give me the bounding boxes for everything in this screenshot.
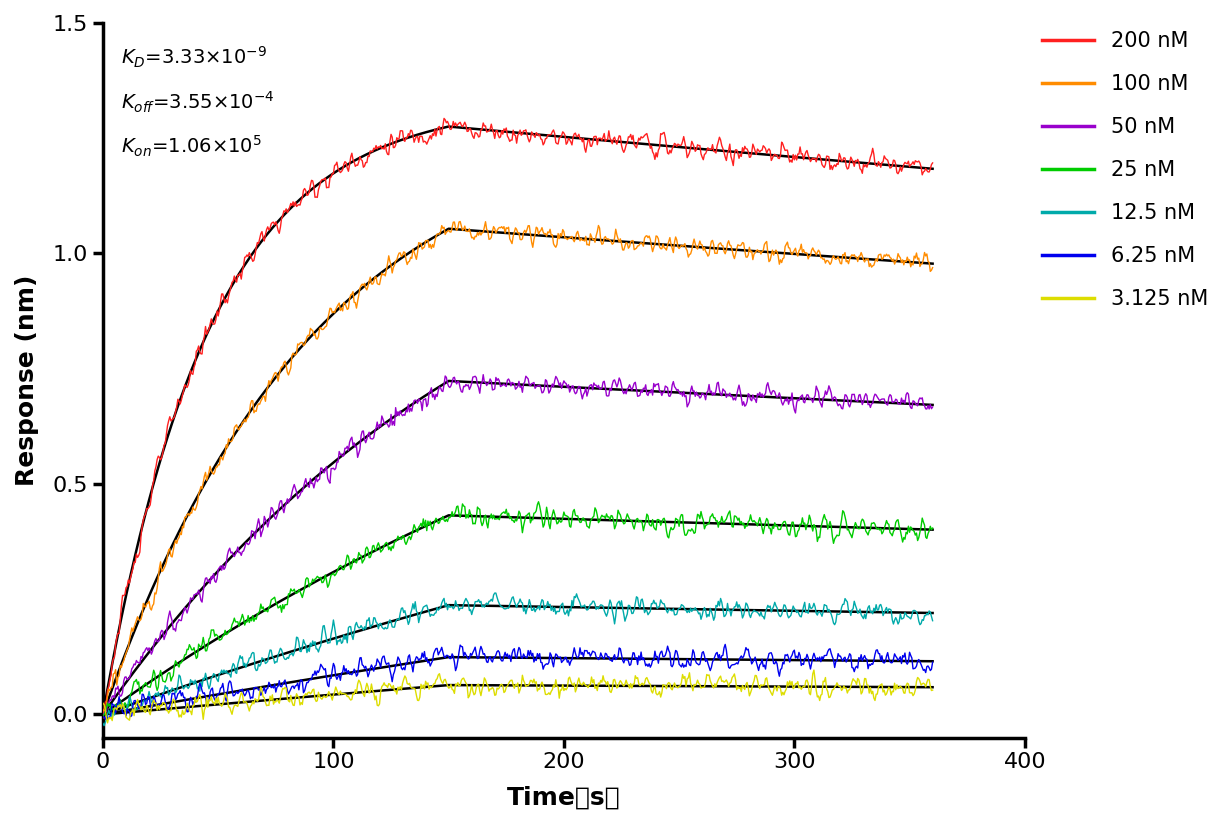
Y-axis label: Response (nm): Response (nm) — [15, 275, 39, 486]
Text: $K_D$=3.33×10$^{-9}$
$K_{off}$=3.55×10$^{-4}$
$K_{on}$=1.06×10$^5$: $K_D$=3.33×10$^{-9}$ $K_{off}$=3.55×10$^… — [122, 45, 275, 159]
Legend: 200 nM, 100 nM, 50 nM, 25 nM, 12.5 nM, 6.25 nM, 3.125 nM: 200 nM, 100 nM, 50 nM, 25 nM, 12.5 nM, 6… — [1034, 23, 1217, 317]
X-axis label: Time（s）: Time（s） — [508, 786, 621, 810]
